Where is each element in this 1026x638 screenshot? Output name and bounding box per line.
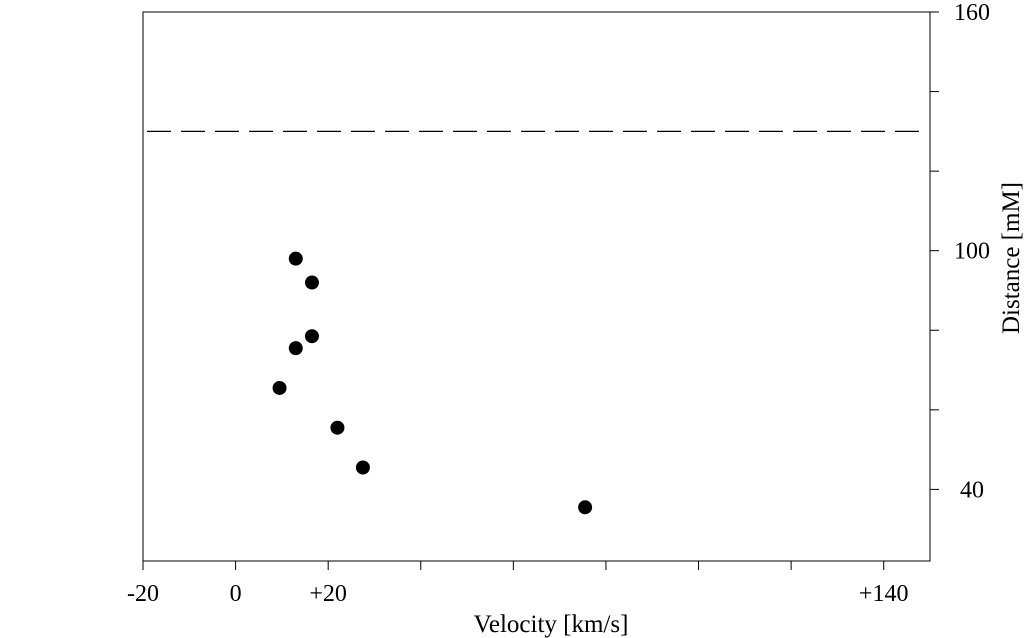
x-axis-title: Velocity [km/s] (474, 611, 629, 638)
x-tick-label: -20 (127, 581, 159, 607)
y-tick-label: 160 (954, 0, 990, 26)
x-tick-label: 0 (230, 581, 242, 607)
y-tick-label: 40 (960, 477, 984, 503)
data-point (288, 341, 303, 356)
x-tick-labels: -20 0 +20 +140 (127, 581, 908, 607)
plot-frame (142, 11, 931, 562)
y-tick-label: 100 (954, 239, 990, 265)
data-point (288, 251, 303, 266)
y-axis-ticks (930, 11, 939, 490)
y-axis-title: Distance [mM] (998, 182, 1025, 334)
x-axis-ticks (142, 561, 885, 570)
data-point (272, 380, 287, 395)
x-tick-label: +140 (859, 581, 909, 607)
y-tick-labels: 40 100 160 (954, 0, 990, 503)
data-point (304, 275, 319, 290)
x-tick-label: +20 (309, 581, 347, 607)
data-point (330, 420, 345, 435)
data-point (355, 460, 370, 475)
data-point (578, 500, 593, 515)
data-points (272, 251, 593, 515)
data-point (304, 329, 319, 344)
